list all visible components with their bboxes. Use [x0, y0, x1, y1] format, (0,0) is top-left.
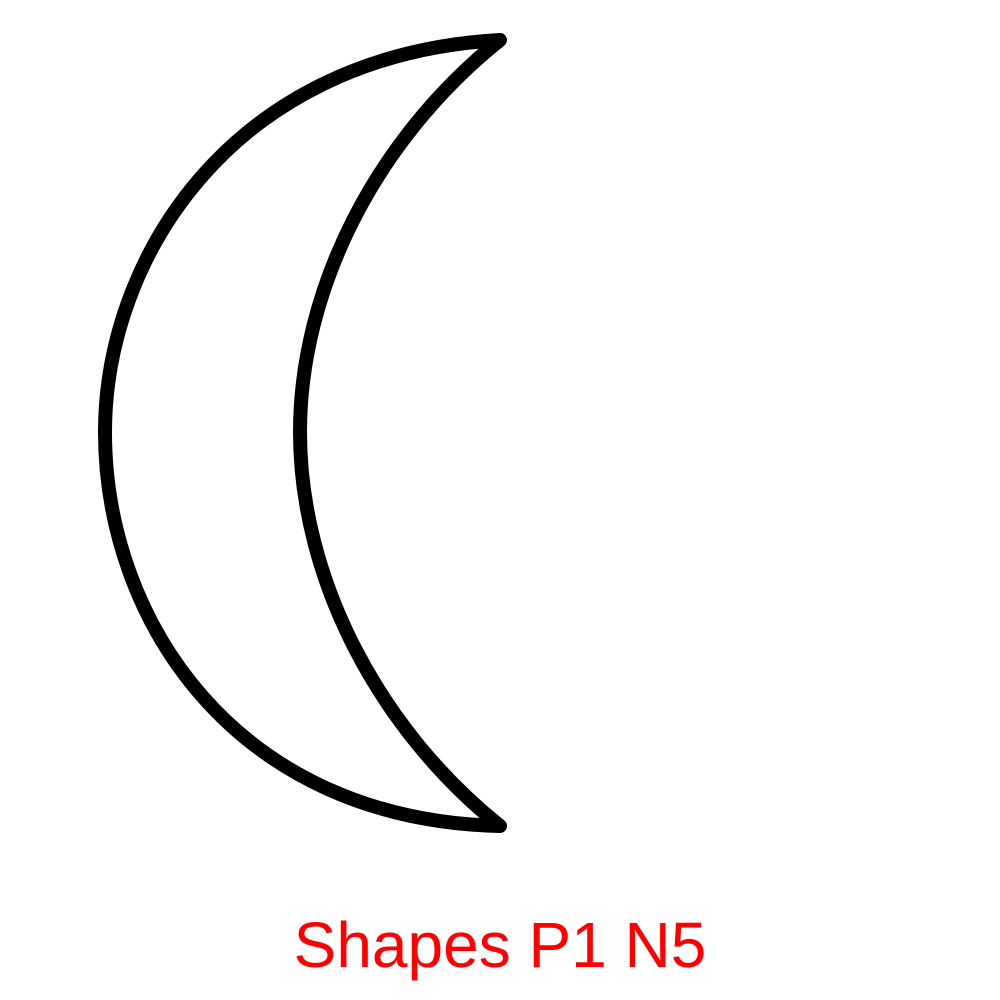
caption-label: Shapes P1 N5 — [293, 909, 707, 981]
crescent-moon-shape — [98, 33, 507, 833]
